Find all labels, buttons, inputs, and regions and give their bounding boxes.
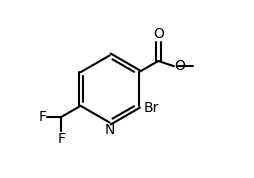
Text: Br: Br — [143, 101, 158, 114]
Text: N: N — [105, 124, 115, 137]
Text: O: O — [153, 27, 164, 41]
Text: F: F — [39, 110, 46, 124]
Text: O: O — [175, 59, 186, 73]
Text: F: F — [57, 132, 65, 146]
